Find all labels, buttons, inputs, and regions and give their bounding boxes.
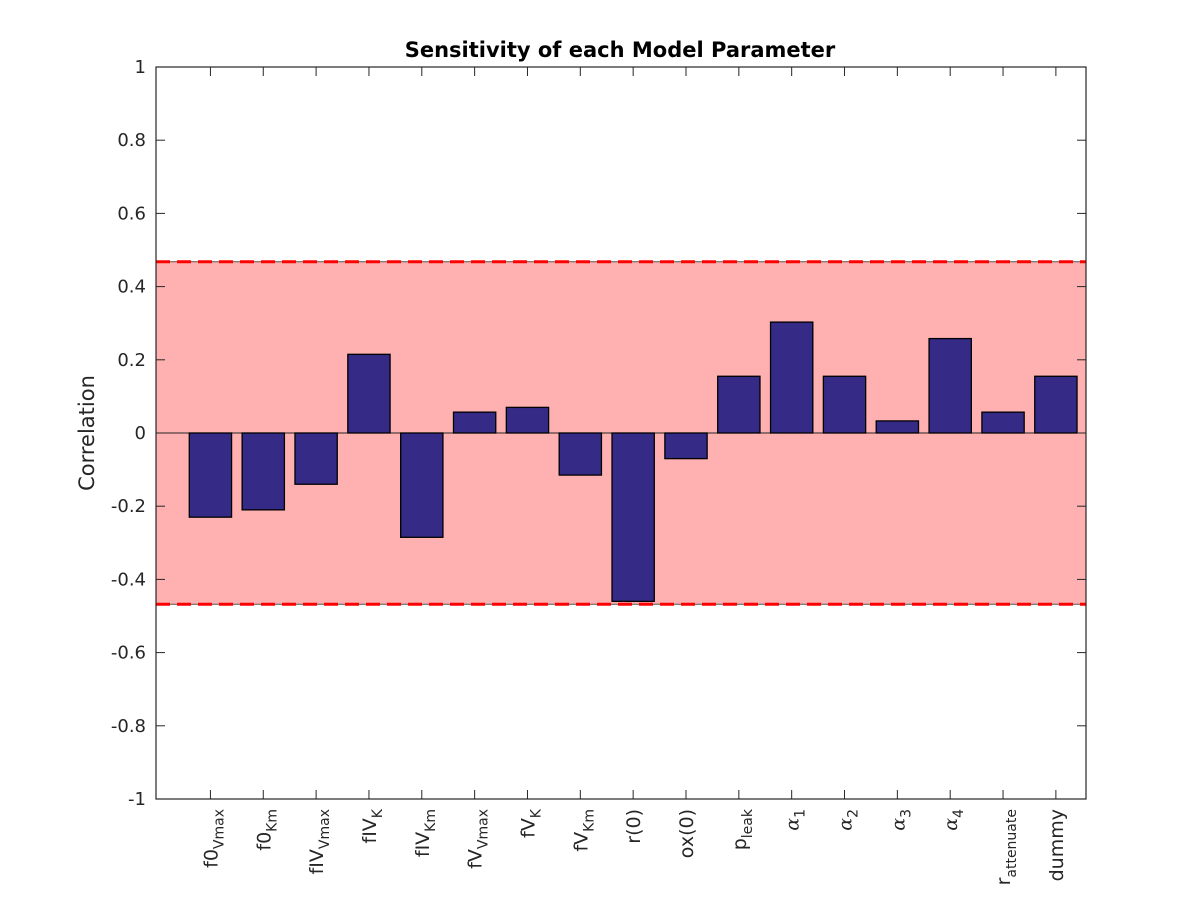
bar [400,432,444,538]
x-tick-label: ox(0) [676,809,698,858]
bar [241,432,286,511]
y-tick-label: 0 [135,423,146,444]
x-tick-label: α3 [887,809,914,831]
x-tick-label: fIVVmax [306,809,333,874]
x-tick-label: α2 [835,809,862,831]
bar [1034,375,1078,434]
bar [822,375,867,434]
y-tick-label: 1 [135,57,146,78]
bar [294,432,338,485]
y-tick-label: -0.2 [111,496,146,517]
x-tick-label: fIVK [359,808,386,843]
x-tick-label: fVKm [570,809,597,852]
x-tick-label: α4 [940,809,967,831]
bar [981,411,1025,434]
y-tick-label: 0.6 [117,203,146,224]
bar [505,406,550,434]
y-tick-label: -0.8 [111,716,146,737]
bar [188,432,233,518]
bar [452,411,497,434]
chart-title: Sensitivity of each Model Parameter [405,38,836,62]
x-tick-label: f0Km [253,809,280,851]
x-tick-label: dummy [1046,809,1068,881]
y-tick-label: -0.6 [111,643,146,664]
x-tick-label: fVVmax [465,809,492,869]
y-tick-label: 0.4 [117,277,146,298]
x-tick-label: rattenuate [993,809,1020,885]
y-tick-label: 0.2 [117,350,146,371]
bar [347,353,391,434]
y-axis-label: Correlation [75,375,99,491]
bar [928,337,972,434]
bars-layer [188,321,1078,603]
x-tick-label: fVK [517,808,544,838]
bar [558,432,603,476]
y-tick-label: -0.4 [111,569,146,590]
x-tick-label: f0Vmax [200,809,227,868]
x-tick-label: pleak [729,808,756,850]
x-tick-label: α1 [782,809,809,831]
x-tick-label: r(0) [623,809,645,844]
axes-layer [155,66,1087,800]
bar [717,375,761,434]
bar [875,420,920,434]
bar [611,432,655,603]
bar [769,321,814,434]
bar [664,432,708,460]
y-tick-labels-layer: 1 0.8 0.6 0.4 0.2 0 -0.2 -0.4 -0.6 -0.8 -1 [111,57,146,810]
y-tick-label: 0.8 [117,130,146,151]
y-tick-label: -1 [128,789,146,810]
x-tick-label: fIVKm [412,809,439,857]
